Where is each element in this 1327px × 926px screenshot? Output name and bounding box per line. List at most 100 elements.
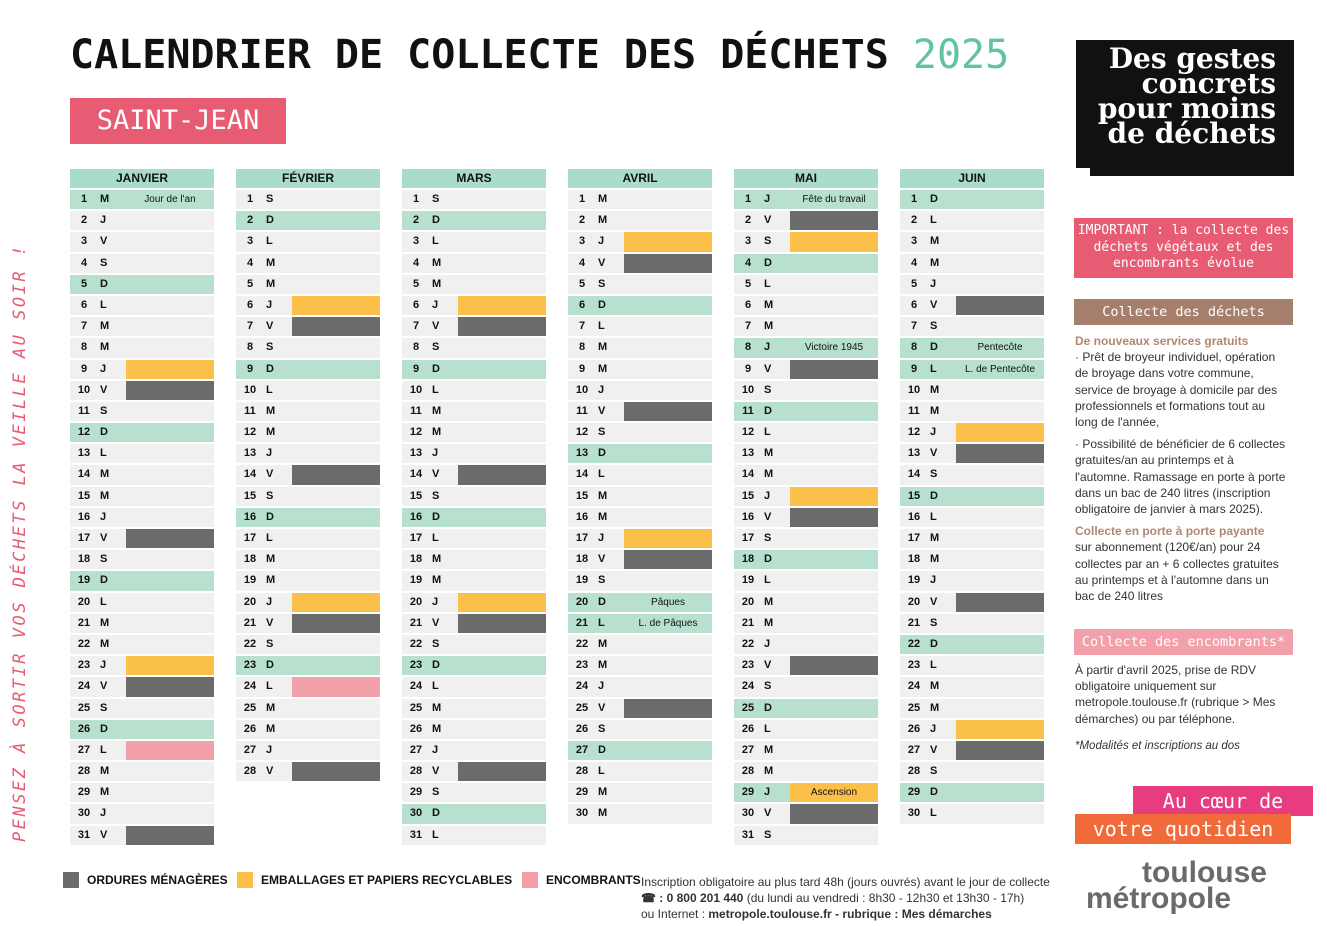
collection-ordures — [624, 550, 712, 570]
day-letter: M — [930, 553, 940, 566]
collection-ordures — [790, 507, 878, 527]
day-cell — [790, 444, 878, 463]
day-letter: D — [598, 447, 606, 460]
day-number: 27 — [77, 743, 91, 756]
day-cell — [956, 804, 1044, 823]
day-number: 5 — [412, 277, 420, 290]
day-cell — [292, 444, 380, 463]
collection-emballages — [790, 486, 878, 506]
day-number: 15 — [741, 489, 755, 502]
day-number: 31 — [77, 828, 91, 841]
day-number: 2 — [80, 214, 88, 227]
day-row: 25 V — [568, 698, 712, 718]
day-letter: J — [598, 532, 605, 544]
collection-ordures — [790, 359, 878, 379]
day-cell — [126, 338, 214, 357]
day-row: 30 L — [900, 804, 1044, 824]
day-cell — [956, 656, 1044, 675]
day-cell — [126, 571, 214, 590]
holiday-label: L. de Pâques — [638, 617, 698, 629]
day-number: 14 — [77, 468, 91, 481]
day-letter: L — [266, 383, 273, 396]
day-number: 23 — [575, 659, 589, 672]
day-cell — [956, 783, 1044, 802]
day-cell — [292, 211, 380, 230]
day-letter: J — [764, 193, 771, 205]
day-letter: L — [266, 532, 273, 544]
day-letter: M — [930, 680, 940, 693]
day-letter: L — [764, 426, 771, 439]
day-letter: V — [266, 765, 274, 778]
day-letter: S — [100, 553, 108, 566]
day-number: 17 — [409, 532, 423, 544]
day-cell — [126, 444, 214, 463]
day-row: 28 L — [568, 762, 712, 782]
day-row: 22 S — [402, 634, 546, 655]
day-letter: S — [930, 468, 938, 481]
day-cell — [790, 465, 878, 484]
day-row: 19 M — [402, 571, 546, 591]
day-letter: M — [432, 722, 442, 735]
day-number: 28 — [575, 765, 589, 778]
day-row: 17 M — [900, 529, 1044, 549]
day-number: 7 — [246, 320, 254, 333]
day-letter: S — [930, 765, 938, 778]
day-number: 17 — [243, 532, 257, 544]
day-letter: V — [266, 320, 274, 333]
internet-link[interactable]: metropole.toulouse.fr - rubrique : Mes d… — [708, 907, 992, 921]
day-cell — [126, 720, 214, 739]
day-row: 12 S — [568, 423, 712, 443]
day-letter: D — [764, 701, 772, 714]
day-letter: M — [598, 786, 608, 799]
day-letter: M — [598, 637, 608, 650]
day-letter: L — [432, 532, 439, 544]
day-number: 20 — [907, 595, 921, 608]
day-letter: V — [100, 235, 108, 248]
day-cell — [790, 381, 878, 400]
day-letter: M — [266, 574, 276, 587]
collection-emballages — [624, 232, 712, 252]
day-letter: D — [930, 786, 938, 799]
day-cell — [624, 275, 712, 294]
day-letter: J — [100, 510, 107, 523]
day-cell — [624, 465, 712, 484]
day-cell — [790, 614, 878, 633]
day-cell — [126, 423, 214, 442]
day-row: 26 L — [734, 719, 878, 739]
day-number: 25 — [575, 701, 589, 714]
day-letter: L — [598, 468, 605, 481]
day-row: 8 D Pentecôte — [900, 338, 1044, 358]
day-row: 31 L — [402, 825, 546, 845]
legend-label: EMBALLAGES ET PAPIERS RECYCLABLES — [261, 873, 513, 887]
day-row: 25 S — [70, 698, 214, 718]
collection-ordures — [790, 656, 878, 676]
footnote: *Modalités et inscriptions au dos — [1075, 740, 1240, 752]
day-letter: M — [432, 426, 442, 439]
day-cell — [126, 550, 214, 569]
day-row: 28 V — [236, 762, 380, 782]
day-number: 30 — [741, 807, 755, 820]
day-row: 23 V — [734, 656, 878, 676]
day-number: 11 — [410, 404, 422, 417]
day-cell — [624, 656, 712, 675]
day-number: 23 — [409, 659, 423, 672]
logo-line: concrets — [1141, 67, 1276, 100]
day-number: 18 — [243, 553, 257, 566]
day-number: 26 — [907, 722, 921, 735]
day-row: 16 D — [402, 507, 546, 527]
day-row: 25 D — [734, 698, 878, 718]
day-number: 10 — [907, 383, 921, 396]
day-letter: S — [764, 383, 772, 396]
day-letter: M — [764, 447, 774, 460]
day-letter: M — [100, 765, 110, 778]
